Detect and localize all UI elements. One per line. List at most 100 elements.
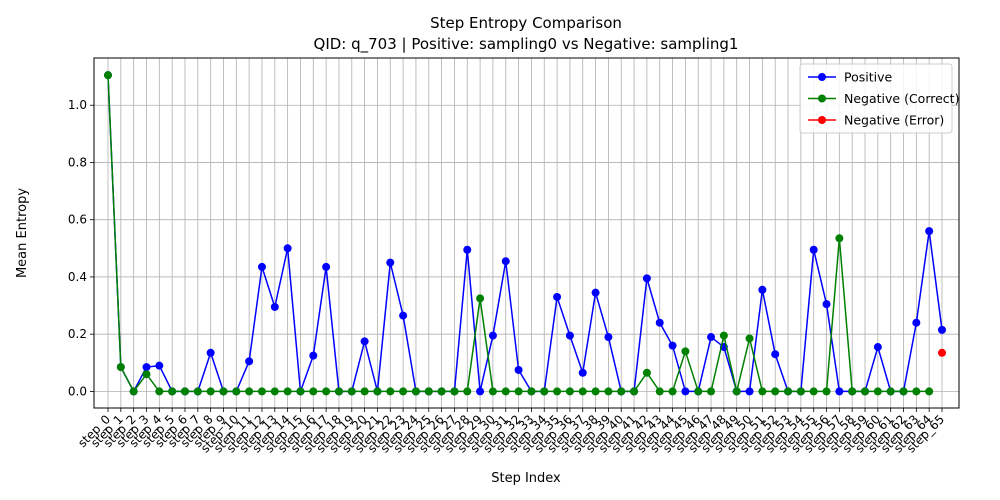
legend-label: Negative (Correct) [844,91,959,106]
data-point [488,387,497,396]
data-point [334,387,343,396]
data-point [129,387,138,396]
data-point [386,387,395,396]
data-point [591,387,600,396]
data-point [553,292,562,301]
data-point [322,387,331,396]
legend-marker [818,73,826,81]
data-point [476,294,485,303]
data-point [938,325,946,334]
legend-marker [818,116,826,124]
data-point [642,368,651,377]
data-point [424,387,433,396]
data-point [283,387,292,396]
data-point [155,361,164,370]
y-tick-label: 0.8 [68,155,87,169]
data-point [399,387,408,396]
data-point [527,387,536,396]
data-point [835,234,844,243]
data-point [899,387,908,396]
data-point [514,365,523,374]
data-point [347,387,356,396]
data-point [604,333,613,342]
series-layer [104,71,946,396]
data-point [886,387,895,396]
data-point [681,347,690,356]
legend-label: Positive [844,70,892,85]
data-point [142,370,151,379]
data-point [655,318,664,327]
data-point [938,348,946,357]
y-tick-label: 0.0 [68,384,87,398]
data-point [578,368,587,377]
data-point [912,387,921,396]
legend: Positive Negative (Correct) Negative (Erro… [799,63,959,134]
data-point [270,387,279,396]
y-axis-label: Mean Entropy [15,188,30,278]
series-2 [938,348,946,357]
y-tick-label: 1.0 [68,98,87,112]
data-point [796,387,805,396]
data-point [758,285,767,294]
data-point [565,331,574,340]
data-point [719,331,728,340]
data-point [193,387,202,396]
plot-frame [93,57,960,409]
data-point [245,357,254,366]
data-point [694,387,703,396]
data-point [360,387,369,396]
data-point [142,363,151,372]
data-point [501,257,510,266]
data-point [360,337,369,346]
chart-title: Step Entropy Comparison [430,14,622,32]
data-point [116,363,125,372]
data-point [219,387,228,396]
data-point [745,334,754,343]
legend-box [799,63,953,134]
data-point [399,311,408,320]
x-axis-label: Step Index [491,471,561,486]
data-point [578,387,587,396]
data-point [848,387,857,396]
data-point [771,387,780,396]
data-point [180,387,189,396]
data-point [476,387,485,396]
data-point [835,387,844,396]
data-point [514,387,523,396]
data-point [168,387,177,396]
data-point [488,331,497,340]
data-point [707,333,716,342]
data-point [655,387,664,396]
data-point [861,387,870,396]
y-tick-label: 0.2 [68,327,87,341]
data-point [745,387,754,396]
data-point [681,387,690,396]
chart-subtitle: QID: q_703 | Positive: sampling0 vs Nega… [314,35,739,54]
data-point [104,71,112,80]
data-point [617,387,626,396]
y-tick-label: 0.4 [68,270,87,284]
data-point [565,387,574,396]
data-point [771,350,780,359]
data-point [822,300,831,309]
data-point [155,387,164,396]
legend-label: Negative (Error) [844,113,944,128]
data-point [270,302,279,311]
data-point [206,387,215,396]
data-point [642,274,651,283]
y-tick-label: 0.6 [68,213,87,227]
data-point [501,387,510,396]
data-point [758,387,767,396]
data-point [309,351,318,360]
data-point [245,387,254,396]
data-point [630,387,639,396]
data-point [411,387,420,396]
data-point [437,387,446,396]
data-point [925,387,934,396]
data-point [873,343,882,352]
series-line [107,75,943,394]
data-point [925,227,934,236]
legend-marker [818,94,826,103]
data-point [283,244,292,253]
